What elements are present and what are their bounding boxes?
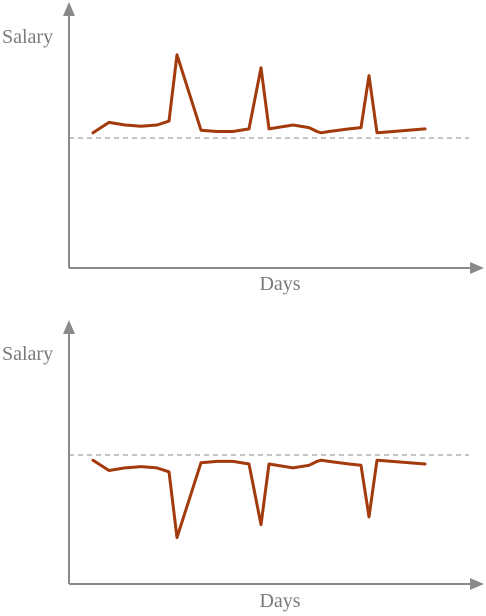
x-axis-arrow-icon bbox=[470, 578, 484, 590]
x-axis-label: Days bbox=[259, 273, 300, 295]
x-axis-arrow-icon bbox=[470, 262, 484, 274]
x-axis-label: Days bbox=[259, 590, 300, 612]
y-axis-arrow-icon bbox=[63, 2, 75, 16]
salary-days-chart-bottom: Salary Days bbox=[2, 320, 484, 612]
salary-days-chart-top: Salary Days bbox=[2, 2, 484, 295]
salary-series-line bbox=[91, 53, 427, 135]
salary-series-line bbox=[91, 458, 427, 540]
y-axis-arrow-icon bbox=[63, 320, 75, 334]
y-axis-label: Salary bbox=[2, 343, 53, 365]
y-axis-label: Salary bbox=[2, 26, 53, 48]
